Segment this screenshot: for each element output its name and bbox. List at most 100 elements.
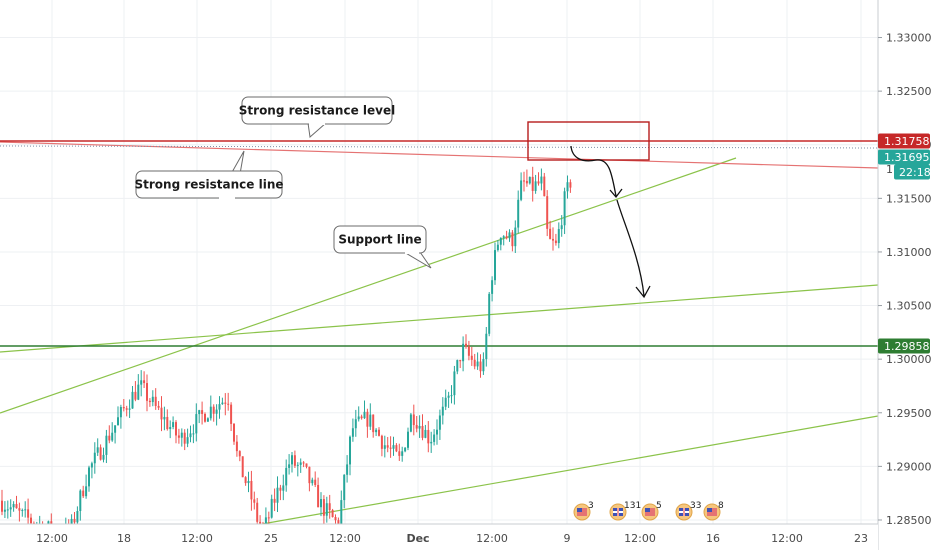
candle-body [169, 427, 172, 430]
candle-body [88, 467, 90, 487]
candle-body [363, 411, 366, 419]
callout-strong-resistance-line[interactable]: Strong resistance line [134, 150, 284, 199]
trendlines[interactable] [0, 140, 879, 525]
arrowhead-icon [609, 188, 623, 199]
candle-body [6, 509, 9, 511]
candle-body [514, 227, 517, 247]
candle-body [218, 404, 221, 410]
time-tick-label: 12:00 [329, 532, 361, 545]
callout-mask [309, 122, 325, 125]
event-flag[interactable]: 8 [703, 501, 724, 521]
candle-body [186, 437, 189, 444]
candle-body [233, 423, 235, 442]
candle-body [494, 250, 496, 281]
time-tick-label: 12:00 [181, 532, 213, 545]
time-tick-label: 16 [706, 532, 720, 545]
candle-body [395, 445, 398, 452]
support-trendline[interactable] [0, 157, 737, 414]
time-tick-label: 12:00 [36, 532, 68, 545]
candle-body [357, 416, 360, 420]
candle-body [383, 445, 386, 449]
candle-body [195, 414, 198, 434]
callout-box [333, 225, 427, 254]
candle-body [12, 504, 15, 508]
candle-body [221, 402, 224, 405]
candle-body [566, 182, 569, 192]
callout-label: Strong resistance level [239, 104, 395, 118]
callout-support-line[interactable]: Support line [333, 225, 432, 269]
candle-body [314, 479, 317, 485]
event-count: 3 [588, 501, 594, 511]
candle-body [421, 425, 424, 438]
candle-body [273, 498, 276, 503]
overlays: Strong resistance level Strong resistance… [134, 96, 724, 521]
event-flag[interactable]: 33 [675, 501, 701, 521]
candle-body [122, 407, 125, 409]
candle-body [238, 451, 241, 457]
candle-body [444, 397, 447, 407]
candle-body [93, 452, 96, 464]
support-trendline-lower[interactable] [0, 284, 879, 353]
candle-body [320, 499, 322, 508]
event-flag[interactable]: 131 [609, 501, 641, 521]
candle-body [137, 384, 140, 400]
candle-body [453, 371, 456, 396]
candle-body [511, 232, 514, 247]
candle-body [192, 433, 195, 435]
event-flag[interactable]: 5 [641, 501, 662, 521]
price-tag[interactable]: 22:18 [894, 164, 931, 180]
resistance-trendline[interactable] [0, 141, 879, 169]
candle-body [201, 410, 204, 414]
candle-body [392, 445, 395, 449]
candle-body [334, 517, 337, 521]
candle-body [311, 479, 314, 484]
candle-body [102, 454, 105, 460]
price-tag-bg [878, 149, 930, 165]
candle-body [21, 509, 24, 511]
callout-mask [405, 251, 419, 254]
candle-body [505, 236, 508, 239]
candle-body [224, 402, 227, 404]
candle-body [209, 406, 212, 419]
candle-body [293, 455, 296, 466]
event-flag[interactable]: 3 [573, 501, 594, 521]
callout-strong-resistance-level[interactable]: Strong resistance level [239, 96, 395, 138]
candle-body [369, 414, 372, 427]
candle-body [79, 490, 82, 511]
candle-body [386, 445, 389, 448]
candle-body [160, 407, 163, 420]
candle-body [1, 500, 3, 512]
price-tag[interactable]: 1.31758 [878, 133, 930, 149]
time-tick-label: 23 [854, 532, 868, 545]
candle-body [82, 490, 85, 497]
candle-body [557, 229, 560, 244]
candle-body [552, 238, 554, 241]
candle-body [436, 429, 438, 435]
resistance-zone-box[interactable] [527, 121, 650, 161]
candle-body [424, 429, 427, 438]
projection-curve-2 [616, 199, 645, 297]
price-tag-bg [878, 338, 930, 354]
candle-body [366, 411, 369, 427]
candle-body [354, 419, 357, 429]
callout-tail [307, 122, 327, 138]
candle-body [227, 403, 230, 405]
candle-body [151, 396, 154, 403]
candle-body [470, 355, 473, 360]
time-tick-label: Dec [406, 532, 429, 545]
callout-tail [403, 251, 432, 269]
candle-body [99, 447, 102, 460]
price-tag[interactable]: 1.31695 [878, 149, 930, 165]
time-tick-label: 18 [117, 532, 131, 545]
candle-body [256, 502, 259, 522]
channel-trendline[interactable] [261, 415, 879, 525]
price-tag[interactable]: 1.29858 [878, 338, 930, 354]
candle-body [146, 383, 148, 401]
price-tick-label: 1.31500 [886, 192, 932, 205]
candle-body [143, 380, 146, 384]
candle-body [302, 462, 305, 464]
candle-body [554, 240, 557, 244]
us-flag-canton [707, 508, 712, 512]
